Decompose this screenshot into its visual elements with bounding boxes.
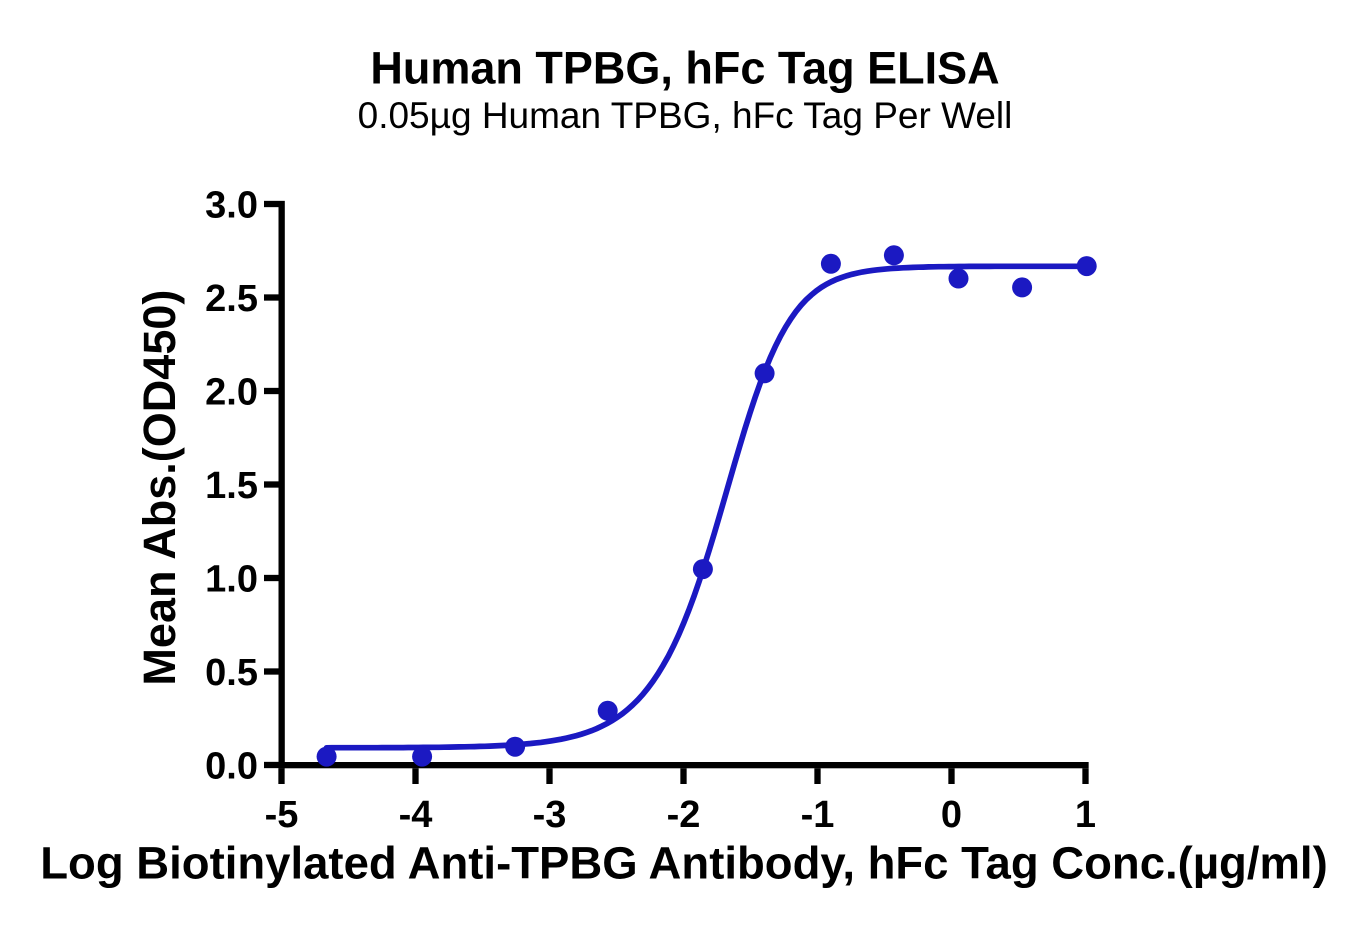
svg-text:Human TPBG, hFc Tag ELISA: Human TPBG, hFc Tag ELISA <box>370 43 999 94</box>
svg-text:-3: -3 <box>533 794 567 836</box>
svg-text:Log Biotinylated Anti-TPBG Ant: Log Biotinylated Anti-TPBG Antibody, hFc… <box>40 838 1327 889</box>
svg-text:2.5: 2.5 <box>205 278 258 320</box>
svg-text:-5: -5 <box>265 794 299 836</box>
svg-text:3.0: 3.0 <box>205 184 258 226</box>
svg-text:-1: -1 <box>801 794 835 836</box>
svg-text:-2: -2 <box>667 794 701 836</box>
svg-text:0.5: 0.5 <box>205 652 258 694</box>
svg-text:2.0: 2.0 <box>205 371 258 413</box>
svg-text:0.0: 0.0 <box>205 745 258 787</box>
svg-text:1.0: 1.0 <box>205 558 258 600</box>
svg-text:1.5: 1.5 <box>205 465 258 507</box>
svg-text:0.05µg Human TPBG, hFc Tag Per: 0.05µg Human TPBG, hFc Tag Per Well <box>358 95 1013 136</box>
svg-text:Mean Abs.(OD450): Mean Abs.(OD450) <box>134 290 185 686</box>
svg-text:1: 1 <box>1075 794 1096 836</box>
svg-text:-4: -4 <box>399 794 433 836</box>
svg-text:0: 0 <box>941 794 962 836</box>
